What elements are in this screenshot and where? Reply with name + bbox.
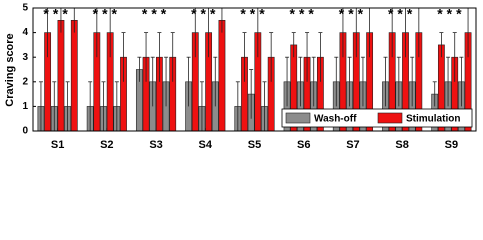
x-tick-label: S7 [346,139,359,151]
x-tick-label: S9 [445,139,458,151]
error-bar [305,32,310,82]
bar [70,19,78,132]
annotation: *** [437,6,465,22]
y-tick-label: 5 [22,3,28,14]
x-tick-label: S3 [149,139,162,151]
error-bar [52,81,57,131]
bar [57,19,65,132]
error-bar [121,32,126,82]
error-bar [101,81,106,131]
error-bar [410,56,415,107]
y-tick-label: 1 [22,101,28,112]
legend-swatch [377,112,403,124]
error-bar [459,56,464,107]
annotation: *** [191,6,219,22]
annotation: *** [388,6,416,22]
error-bar [242,32,247,82]
y-tick-label: 0 [22,126,28,137]
error-bar [144,32,149,82]
error-bar [360,56,365,107]
legend: Wash-off Stimulation [281,108,473,128]
error-bar [164,56,169,107]
error-bar [137,56,142,82]
error-bar [199,81,204,131]
error-bar [114,81,119,131]
error-bar [285,56,290,107]
error-bar [298,56,303,107]
chart: Craving score 0 1 2 3 4 5 S1 *** S2 *** S3 *** S4 ***… [4,3,477,151]
x-tick-label: S5 [248,139,261,151]
annotation: *** [43,6,71,22]
x-tick-label: S6 [297,139,310,151]
error-bar [235,81,240,131]
annotation: *** [93,6,121,22]
x-tick-label: S1 [51,139,64,151]
error-bar [186,56,191,107]
annotation: *** [142,6,170,22]
y-tick-label: 2 [22,76,28,87]
error-bar [432,81,437,107]
error-bar [38,81,43,131]
error-bar [396,56,401,107]
error-bar [213,56,218,107]
legend-swatch [285,112,311,124]
error-bar [318,32,323,82]
error-bar [446,56,451,107]
error-bar [383,56,388,107]
legend-box [281,108,473,128]
error-bar [311,56,316,107]
error-bar [347,56,352,107]
error-bar [439,32,444,58]
x-tick-label: S2 [100,139,113,151]
y-tick-label: 4 [22,27,28,38]
error-bar [157,32,162,82]
error-bar [249,69,254,119]
x-tick-label: S4 [199,139,213,151]
error-bar [65,81,70,131]
error-bar [262,81,267,131]
plot-frame [32,7,477,132]
y-axis-label: Craving score [4,33,16,106]
x-tick-label: S8 [395,139,408,151]
error-bar [269,32,274,82]
error-bar [170,32,175,82]
legend-label: Stimulation [406,114,460,125]
error-bar [150,56,155,107]
error-bar [452,32,457,82]
legend-label: Wash-off [314,114,357,125]
annotation: *** [240,6,268,22]
annotation: *** [290,6,318,22]
error-bar [88,81,93,131]
y-tick-label: 3 [22,52,28,63]
bar [218,19,226,132]
error-bar [334,56,339,107]
annotation: *** [339,6,367,22]
error-bar [291,32,296,58]
